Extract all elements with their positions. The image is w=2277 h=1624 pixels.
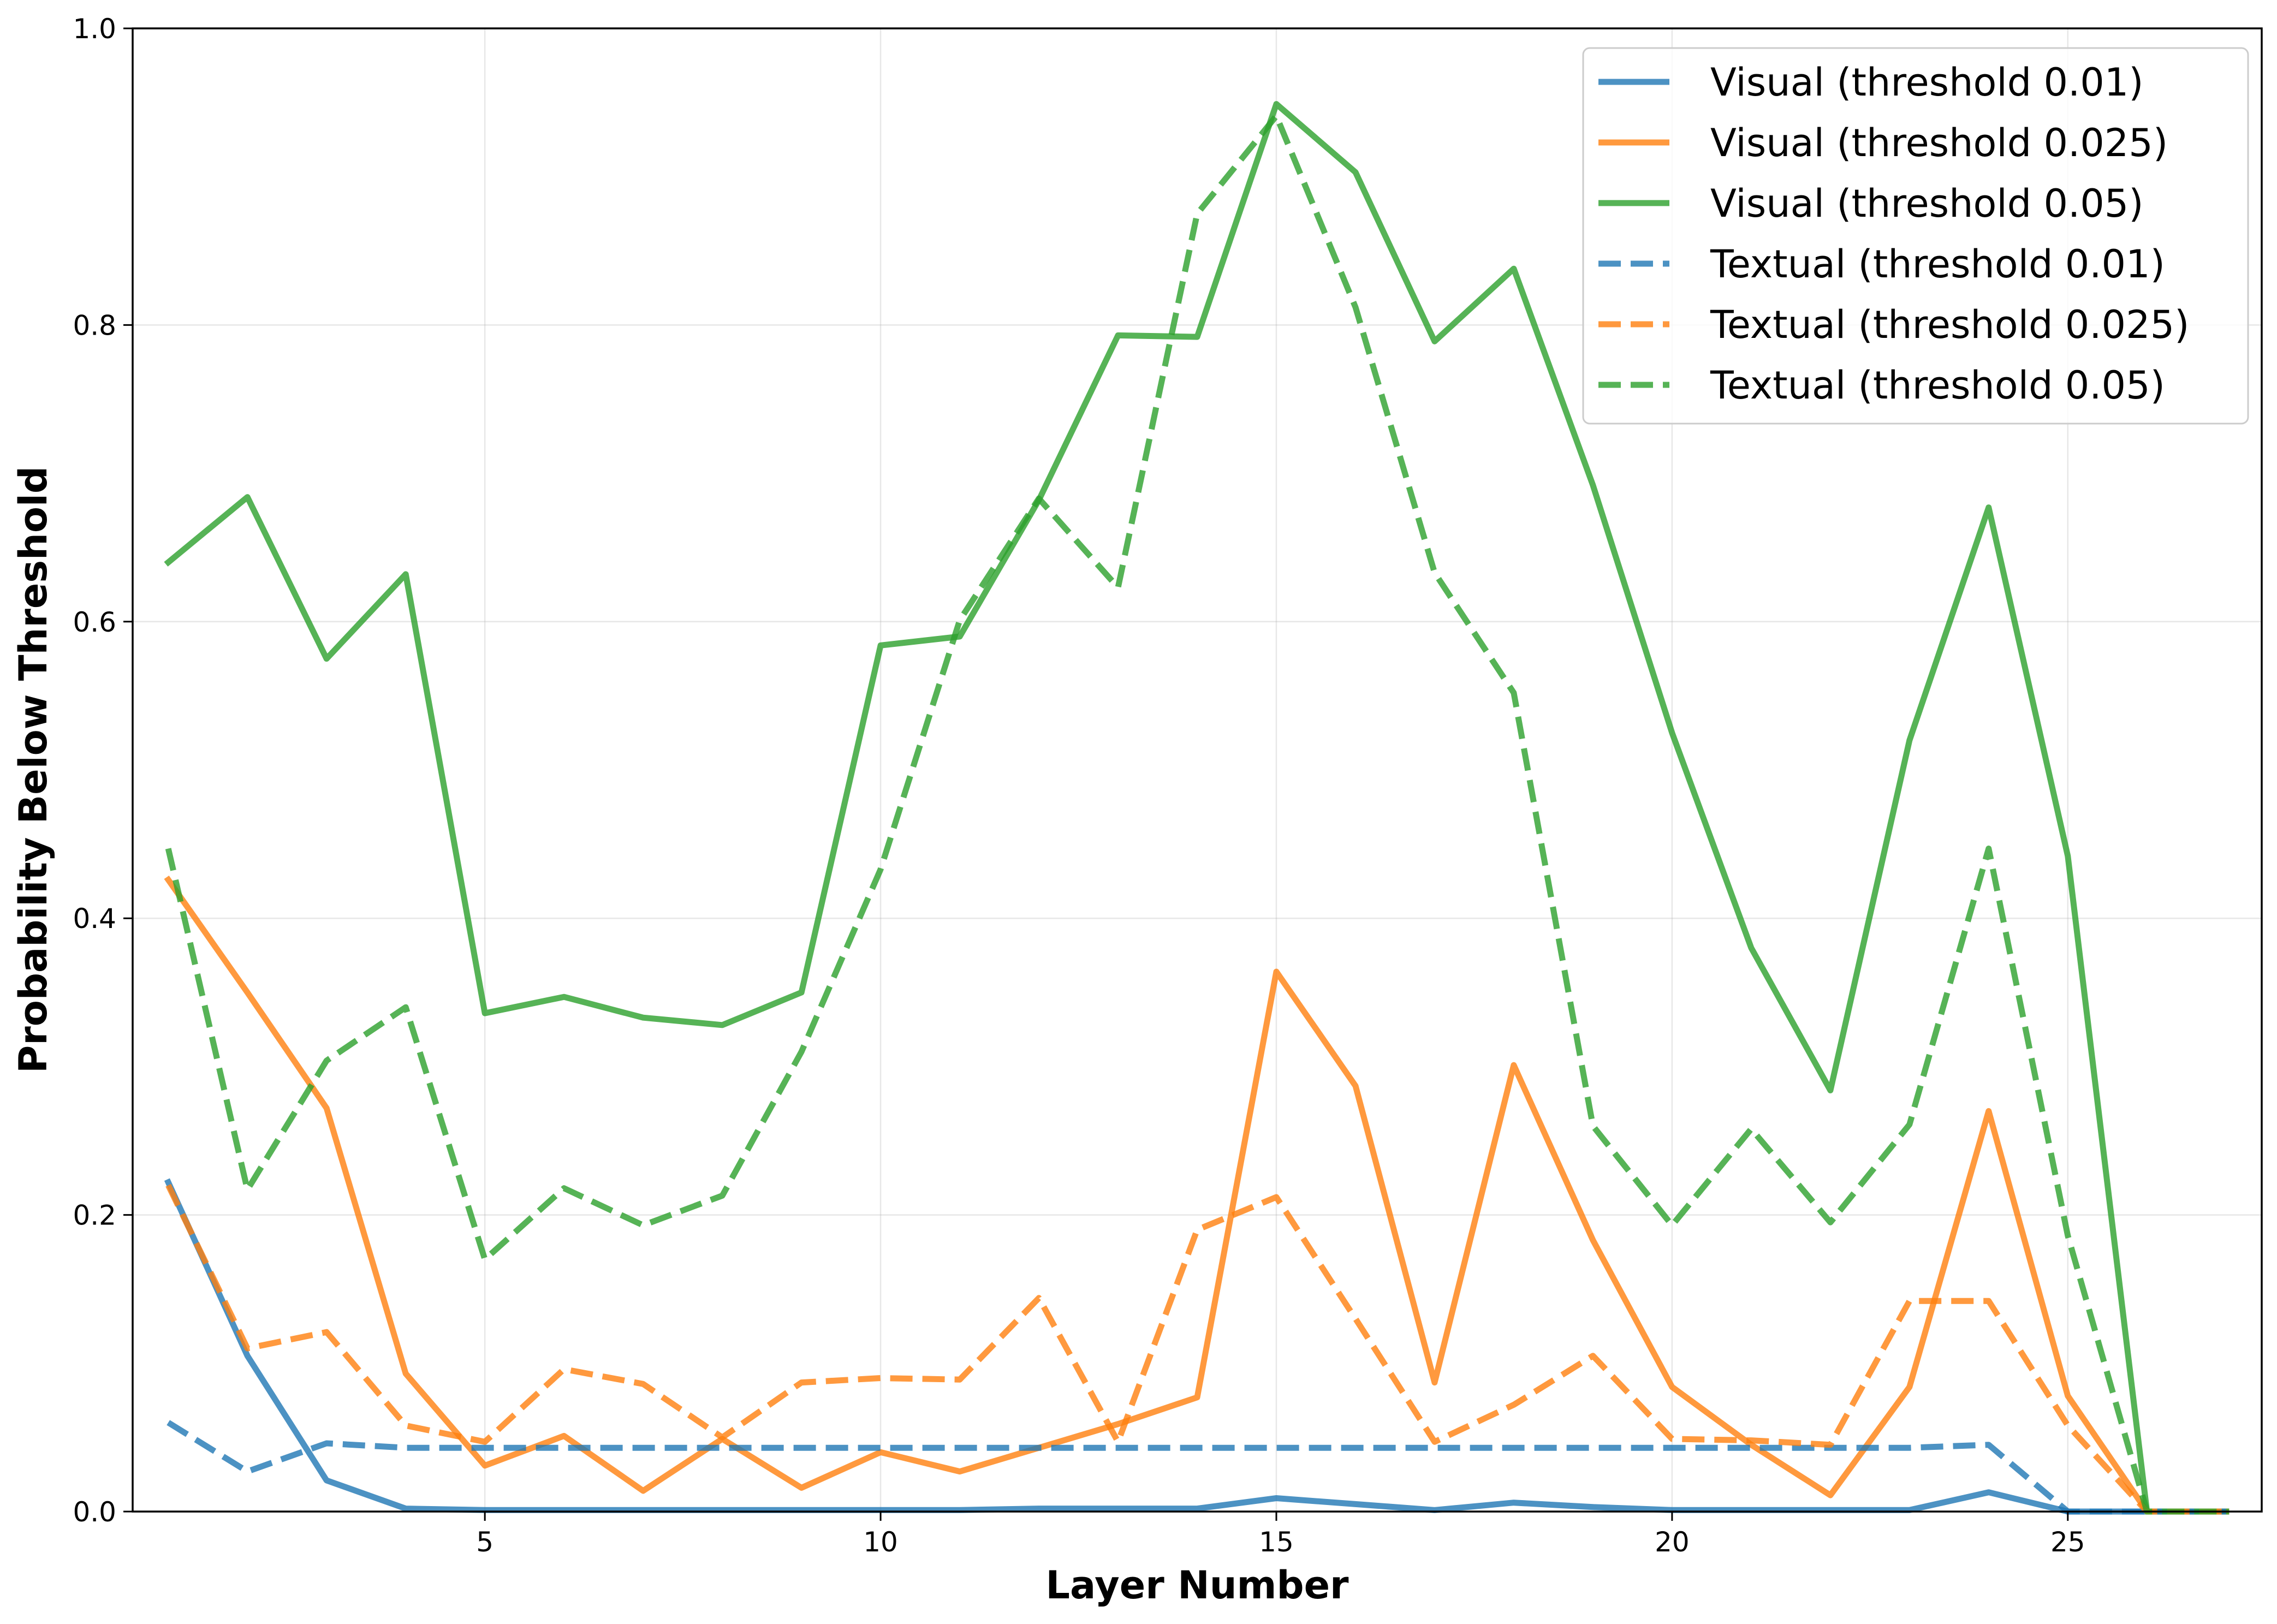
y-tick-label: 0.6: [73, 606, 116, 638]
y-tick-label: 0.2: [73, 1200, 116, 1232]
legend-label: Visual (threshold 0.025): [1710, 121, 2168, 165]
y-tick-label: 0.4: [73, 903, 116, 935]
legend-box: [1582, 47, 2249, 425]
plot-frame: [132, 27, 2263, 1513]
series-lines: [164, 101, 2230, 1515]
series-line-textual-5: [165, 112, 2226, 1515]
x-tick-label: 15: [1259, 1526, 1294, 1558]
series-line-textual-3: [167, 1420, 2226, 1515]
x-tick-label: 5: [476, 1526, 494, 1558]
legend-label: Textual (threshold 0.01): [1710, 242, 2165, 287]
legend-label: Visual (threshold 0.01): [1710, 60, 2144, 105]
y-tick-label: 1.0: [73, 13, 116, 45]
y-tick-label: 0.8: [73, 310, 116, 341]
y-axis-label: Probability Below Threshold: [11, 466, 56, 1073]
x-tick-label: 25: [2050, 1526, 2085, 1558]
axis-ticks: 5 10 15 20 25 0.0 0.2 0.4 0.6 0.8 1.0: [73, 13, 2085, 1558]
legend-label: Visual (threshold 0.05): [1710, 181, 2144, 226]
x-axis-label: Layer Number: [1045, 1563, 1349, 1608]
series-line-visual-0: [164, 1178, 2230, 1515]
legend-label: Textual (threshold 0.05): [1710, 363, 2165, 408]
series-line-visual-1: [164, 875, 2230, 1515]
legend-label: Textual (threshold 0.025): [1710, 302, 2189, 347]
y-tick-label: 0.0: [73, 1496, 116, 1528]
series-line-textual-4: [165, 1183, 2226, 1515]
series-line-visual-2: [164, 101, 2230, 1515]
legend: Visual (threshold 0.01) Visual (threshold…: [1582, 47, 2249, 425]
x-tick-label: 20: [1655, 1526, 1690, 1558]
x-tick-label: 10: [863, 1526, 898, 1558]
